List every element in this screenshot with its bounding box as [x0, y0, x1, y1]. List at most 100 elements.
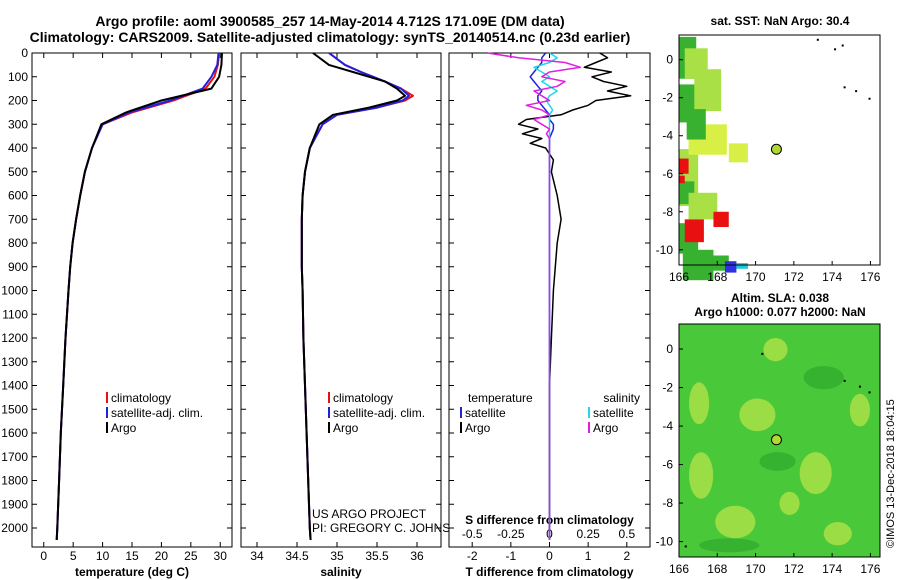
- sla-map-sla-patch: [689, 452, 714, 499]
- sla-map-xtick-label: 170: [746, 562, 766, 576]
- figure-title-line1: Argo profile: aoml 3900585_257 14-May-20…: [95, 13, 565, 29]
- salinity-legend-1-label: satellite-adj. clim.: [333, 406, 425, 420]
- temperature-axis-xtick-label: 25: [184, 549, 198, 563]
- sst-map-island: [834, 48, 837, 51]
- sst-map-sst-cell: [684, 219, 704, 243]
- difference-t-axis-xtick-label: -2: [467, 549, 478, 563]
- sst-map-sst-cell: [709, 255, 729, 271]
- sla-map-ytick-label: 0: [666, 342, 673, 356]
- salinity-axis-xtick-label: 35.5: [365, 549, 389, 563]
- sst-map-ytick-label: 0: [666, 53, 673, 67]
- figure-title-line2: Climatology: CARS2009. Satellite-adjuste…: [29, 29, 631, 45]
- sst-map-sst-cell: [728, 143, 748, 163]
- depth-tick-label: 1100: [2, 307, 28, 321]
- depth-tick-label: 1300: [1, 355, 28, 369]
- difference-legend-t-argo-label: Argo: [465, 421, 491, 435]
- sst-map-island: [841, 44, 844, 47]
- depth-tick-label: 2000: [1, 521, 28, 535]
- sla-map-island: [868, 391, 871, 394]
- sst-map-xtick-label: 174: [822, 270, 842, 284]
- sla-map-island: [684, 545, 687, 548]
- sla-map-ytick-label: -4: [662, 419, 673, 433]
- sla-map-sla-low: [803, 365, 844, 390]
- temperature-axis-xtick-label: 0: [40, 549, 47, 563]
- difference-legend-s-argo-label: Argo: [593, 421, 619, 435]
- difference-t-axis-xtick-label: 0: [546, 549, 553, 563]
- difference-s-xtick-label: -0.25: [497, 527, 525, 541]
- footer-stamp: ©IMOS 13-Dec-2018 18:04:15: [885, 399, 897, 548]
- sst-map-argo-marker: [770, 143, 782, 155]
- sst-map-ytick-label: -8: [662, 205, 673, 219]
- difference-t-axis-xtick-label: 2: [623, 549, 630, 563]
- sla-map-sla-low: [699, 538, 760, 553]
- salinity-annotation-line2: PI: GREGORY C. JOHNSON: [312, 521, 468, 535]
- sst-map-ytick-label: -2: [662, 91, 673, 105]
- salinity-line-argo: [300, 52, 406, 540]
- sst-map-frame: [678, 34, 881, 266]
- sla-map-sla-patch: [799, 452, 832, 495]
- sla-map-xtick-label: 166: [669, 562, 689, 576]
- temperature-panel-frame: [31, 52, 233, 548]
- sla-map-ytick-label: -8: [662, 496, 673, 510]
- salinity-axis-xtick-label: 35: [330, 549, 344, 563]
- depth-tick-label: 600: [8, 189, 28, 203]
- salinity-panel-frame: [240, 52, 442, 548]
- temperature-xlabel: temperature (deg C): [75, 565, 189, 579]
- temperature-axis-xtick-label: 5: [70, 549, 77, 563]
- salinity-legend-0-label: climatology: [333, 391, 393, 405]
- sst-map-xtick-label: 170: [746, 270, 766, 284]
- temperature-legend-1-label: satellite-adj. clim.: [111, 406, 203, 420]
- sla-map-plot: [679, 324, 880, 557]
- temperature-axis-xtick-label: 20: [155, 549, 169, 563]
- temperature-axis-xtick-label: 10: [96, 549, 110, 563]
- sla-map-sla-patch: [823, 522, 852, 546]
- temperature-legend-2-label: Argo: [111, 421, 137, 435]
- difference-t-axis-xtick-label: -1: [506, 549, 517, 563]
- difference-line-t-argo: [517, 52, 632, 540]
- sst-map-ytick-label: -4: [662, 129, 673, 143]
- sla-map-xtick-label: 176: [860, 562, 880, 576]
- sst-map-sst-cell: [688, 192, 718, 220]
- temperature-axis-xtick-label: 30: [214, 549, 228, 563]
- difference-legend-s-satellite-label: satellite: [593, 406, 634, 420]
- sst-map-sst-cell: [736, 263, 748, 269]
- sla-map-sla-patch: [763, 337, 788, 362]
- sst-map-xtick-label: 168: [707, 270, 727, 284]
- depth-tick-label: 200: [8, 94, 28, 108]
- sst-map-sst-cell: [724, 261, 737, 273]
- depth-tick-label: 1500: [1, 402, 28, 416]
- difference-legend-t-satellite-label: satellite: [465, 406, 506, 420]
- difference-legend-temperature-title: temperature: [468, 391, 533, 405]
- sla-map-argo-marker: [770, 434, 782, 446]
- depth-tick-label: 1400: [1, 379, 28, 393]
- sla-map-sla-patch: [715, 505, 756, 539]
- temperature-legend-0-label: climatology: [111, 391, 171, 405]
- sst-map-xtick-label: 172: [784, 270, 804, 284]
- depth-tick-label: 1200: [1, 331, 28, 345]
- depth-tick-label: 700: [8, 212, 28, 226]
- salinity-axis-xtick-label: 34: [250, 549, 264, 563]
- sla-map-sla-patch: [689, 382, 710, 425]
- sla-map-frame: [678, 323, 881, 558]
- depth-tick-label: 1600: [1, 426, 28, 440]
- difference-s-xtick-label: -0.5: [462, 527, 483, 541]
- sst-map-sst-cell: [694, 69, 722, 112]
- sst-map-xtick-label: 176: [860, 270, 880, 284]
- salinity-axis-xtick-label: 34.5: [285, 549, 309, 563]
- difference-s-xtick-label: 0.25: [576, 527, 600, 541]
- sst-map-island: [843, 86, 846, 89]
- depth-tick-label: 100: [8, 70, 28, 84]
- difference-t-xlabel: T difference from climatology: [465, 565, 633, 579]
- depth-tick-label: 1900: [1, 497, 28, 511]
- salinity-legend-2-label: Argo: [333, 421, 359, 435]
- sst-map-sst-cell: [679, 175, 685, 184]
- sla-map-island: [843, 379, 846, 382]
- depth-tick-label: 1800: [1, 474, 28, 488]
- sla-map-xtick-label: 172: [784, 562, 804, 576]
- sst-map-sst-cell: [686, 109, 706, 140]
- sla-map-island: [761, 352, 764, 355]
- sla-map-ytick-label: -10: [656, 535, 674, 549]
- sst-map-island: [868, 97, 871, 100]
- difference-line-s-argo: [487, 52, 582, 540]
